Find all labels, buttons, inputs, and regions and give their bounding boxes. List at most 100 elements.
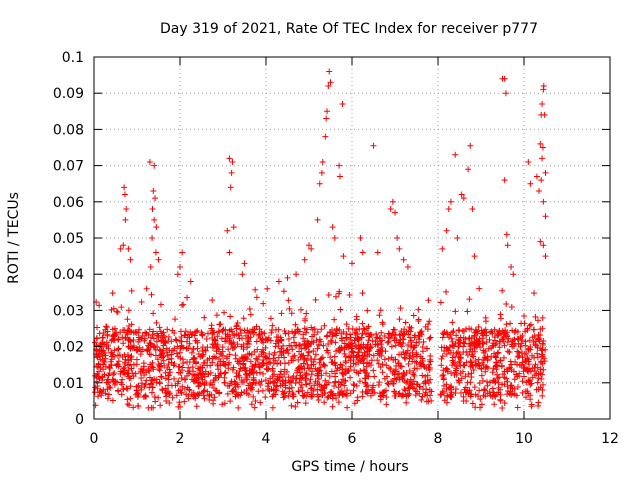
data-point (472, 327, 479, 334)
data-point (169, 327, 176, 334)
data-point (391, 388, 398, 395)
data-point (400, 392, 407, 399)
data-point (252, 286, 259, 293)
data-point (142, 381, 149, 388)
data-point (519, 332, 526, 339)
data-point (539, 144, 546, 151)
data-point (465, 371, 472, 378)
data-point (110, 305, 117, 312)
data-point (421, 363, 428, 370)
data-point (279, 381, 286, 388)
data-point (200, 351, 207, 358)
data-point (122, 335, 129, 342)
data-point (351, 400, 358, 407)
data-point (94, 385, 101, 392)
data-point (486, 379, 493, 386)
data-point (201, 314, 208, 321)
data-point (420, 386, 427, 393)
data-point (110, 371, 117, 378)
data-point (410, 344, 417, 351)
data-point (524, 355, 531, 362)
data-point (229, 345, 236, 352)
data-point (93, 378, 100, 385)
data-point (484, 357, 491, 364)
data-point (497, 386, 504, 393)
data-point (134, 390, 141, 397)
data-point (456, 377, 463, 384)
data-point (494, 375, 501, 382)
data-point (181, 376, 188, 383)
data-point (192, 360, 199, 367)
data-point (362, 379, 369, 386)
data-point (209, 335, 216, 342)
data-point (118, 391, 125, 398)
data-point (469, 400, 476, 407)
data-point (362, 352, 369, 359)
data-point (174, 353, 181, 360)
data-point (281, 327, 288, 334)
data-point (338, 379, 345, 386)
data-point (339, 101, 346, 108)
grid (94, 57, 610, 419)
data-point (448, 370, 455, 377)
data-point (160, 338, 167, 345)
data-point (332, 339, 339, 346)
data-point (364, 359, 371, 366)
data-point (427, 334, 434, 341)
data-point (522, 358, 529, 365)
data-point (188, 349, 195, 356)
data-point (504, 368, 511, 375)
data-point (346, 367, 353, 374)
data-point (297, 372, 304, 379)
data-point (135, 334, 142, 341)
data-point (390, 380, 397, 387)
data-point (289, 346, 296, 353)
data-point (378, 329, 385, 336)
data-point (244, 376, 251, 383)
data-point (228, 340, 235, 347)
data-point (308, 324, 315, 331)
data-point (234, 320, 241, 327)
data-point (130, 404, 137, 411)
data-point (324, 394, 331, 401)
data-point (166, 372, 173, 379)
data-point (142, 393, 149, 400)
data-point (105, 391, 112, 398)
data-point (374, 341, 381, 348)
data-point (370, 382, 377, 389)
data-point (381, 375, 388, 382)
data-point (323, 370, 330, 377)
data-point (96, 302, 103, 309)
data-point (361, 326, 368, 333)
data-point (499, 404, 506, 411)
data-point (519, 378, 526, 385)
data-point (162, 389, 169, 396)
data-point (501, 177, 508, 184)
x-tick-label: 0 (90, 431, 99, 447)
data-point (365, 337, 372, 344)
data-point (123, 206, 130, 213)
data-point (510, 271, 517, 278)
data-point (398, 363, 405, 370)
data-point (540, 82, 547, 89)
data-point (416, 339, 423, 346)
data-point (154, 356, 161, 363)
data-point (440, 372, 447, 379)
data-point (200, 360, 207, 367)
data-point (245, 338, 252, 345)
data-point (349, 260, 355, 267)
data-point (384, 339, 391, 346)
data-point (254, 356, 261, 363)
data-point (426, 386, 433, 393)
data-point (111, 381, 118, 388)
data-point (226, 155, 233, 162)
data-point (396, 332, 403, 339)
data-point (291, 339, 298, 346)
data-point (219, 352, 226, 359)
data-point (152, 195, 159, 202)
data-point (175, 387, 182, 394)
data-point (466, 334, 473, 341)
data-point (127, 256, 134, 263)
data-point (226, 359, 233, 366)
